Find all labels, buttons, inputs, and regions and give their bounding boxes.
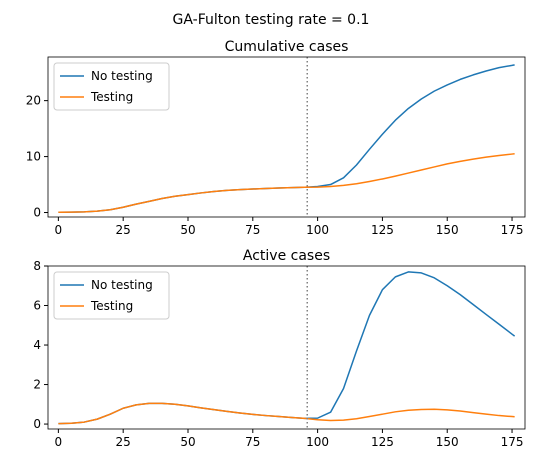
figure-suptitle: GA-Fulton testing rate = 0.1: [173, 12, 370, 28]
series-line-testing: [58, 153, 515, 213]
y-tick-label: 20: [26, 94, 41, 108]
legend-box: [53, 62, 170, 111]
x-tick-label: 0: [55, 223, 63, 237]
y-tick-label: 10: [26, 150, 41, 164]
x-tick-label: 150: [436, 435, 459, 449]
legend-label: No testing: [91, 69, 153, 83]
legend-label: Testing: [90, 299, 133, 313]
x-tick-label: 125: [371, 435, 394, 449]
y-tick-label: 2: [33, 378, 41, 392]
x-tick-label: 25: [116, 223, 131, 237]
x-tick-label: 75: [245, 435, 260, 449]
panel-active: Active cases 0 25 50 75 100 125 150 175 0 2 4 6 8 No t…: [33, 248, 526, 449]
y-tick-label: 0: [33, 206, 41, 220]
y-tick-label: 4: [33, 338, 41, 352]
legend-box: [53, 271, 170, 320]
x-tick-label: 175: [501, 223, 524, 237]
y-tick-label: 8: [33, 259, 41, 273]
x-tick-label: 25: [116, 435, 131, 449]
legend-label: Testing: [90, 90, 133, 104]
y-tick-label: 0: [33, 417, 41, 431]
x-tick-label: 175: [501, 435, 524, 449]
legend: No testing Testing: [53, 62, 170, 111]
axes-frame: [47, 56, 526, 218]
series-line-testing: [58, 402, 515, 425]
x-tick-label: 150: [436, 223, 459, 237]
x-tick-label: 100: [306, 223, 329, 237]
y-tick-label: 6: [33, 299, 41, 313]
x-tick-label: 50: [180, 435, 195, 449]
legend: No testing Testing: [53, 271, 170, 320]
x-tick-label: 0: [55, 435, 63, 449]
x-tick-label: 75: [245, 223, 260, 237]
axes-frame: [47, 265, 526, 430]
panel-cumulative: Cumulative cases 0 25 50 75 100 125 150 175 0 10 20…: [26, 39, 526, 237]
x-tick-label: 100: [306, 435, 329, 449]
panel-title: Active cases: [243, 248, 330, 264]
panel-title: Cumulative cases: [225, 39, 349, 55]
legend-label: No testing: [91, 278, 153, 292]
x-tick-label: 50: [180, 223, 195, 237]
x-tick-label: 125: [371, 223, 394, 237]
